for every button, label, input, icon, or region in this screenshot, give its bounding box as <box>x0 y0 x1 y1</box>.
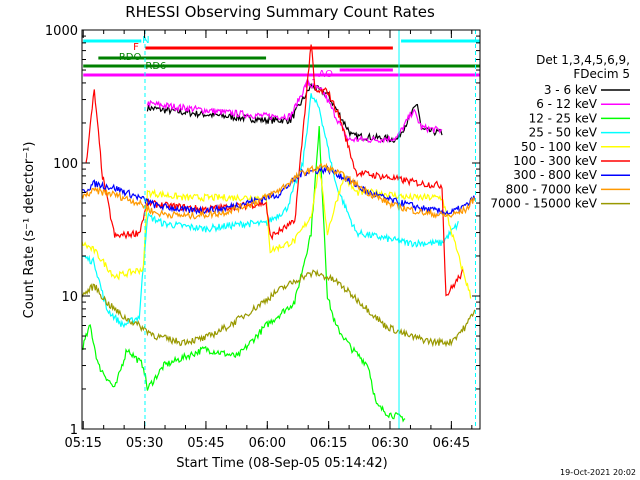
x-tick-label-2: 05:45 <box>187 436 224 451</box>
band-label-f: F <box>133 42 139 53</box>
chart-title: RHESSI Observing Summary Count Rates <box>125 3 435 21</box>
legend-label-2: 12 - 25 keV <box>529 111 598 125</box>
x-tick-label-6: 06:45 <box>433 436 470 451</box>
legend-label-4: 50 - 100 keV <box>521 140 598 154</box>
y-tick-label-1: 10 <box>61 290 78 305</box>
legend-label-7: 800 - 7000 keV <box>506 182 598 196</box>
legend-label-0: 3 - 6 keV <box>544 83 598 97</box>
series-6-12-kev <box>146 79 443 144</box>
legend-label-3: 25 - 50 keV <box>529 126 598 140</box>
x-tick-label-4: 06:15 <box>310 436 347 451</box>
series-300-800-kev <box>81 165 476 217</box>
series-12-25-kev <box>81 126 406 423</box>
x-axis-label: Start Time (08-Sep-05 05:14:42) <box>176 456 387 471</box>
band-label-n: N <box>142 35 149 46</box>
band-label-rd6: RD6 <box>145 61 166 72</box>
series-layer <box>81 44 476 423</box>
plot-frame <box>81 29 481 430</box>
y-axis-label: Count Rate (s⁻¹ detector⁻¹) <box>22 142 37 319</box>
y-tick-label-3: 1000 <box>45 24 78 39</box>
axes: 05:15 05:30 05:45 06:00 06:15 06:30 06:45 1 10 10… <box>45 24 480 451</box>
band-label-a1: A1 <box>304 78 317 89</box>
legend-label-8: 7000 - 15000 keV <box>490 197 597 211</box>
series-800-7000-kev <box>81 162 476 220</box>
band-label-rdo: RDO <box>119 52 142 63</box>
series-7000-15000-kev <box>81 268 476 348</box>
y-tick-label-2: 100 <box>53 157 78 172</box>
vertical-markers <box>144 30 477 429</box>
x-tick-label-0: 05:15 <box>64 436 101 451</box>
y-tick-label-0: 1 <box>70 423 78 438</box>
x-tick-label-5: 06:30 <box>371 436 408 451</box>
series-3-6-kev <box>146 82 443 144</box>
legend-label-5: 100 - 300 keV <box>513 154 597 168</box>
band-label-ao: AO <box>318 69 333 80</box>
series-100-300-kev <box>85 44 463 297</box>
legend-title-line-1: Det 1,3,4,5,6,9, <box>536 53 630 67</box>
legend-label-1: 6 - 12 keV <box>536 97 598 111</box>
x-tick-label-3: 06:00 <box>249 436 286 451</box>
legend-label-6: 300 - 800 keV <box>513 168 597 182</box>
x-tick-label-1: 05:30 <box>126 436 163 451</box>
legend-title-line-2: FDecim 5 <box>573 67 630 81</box>
date-stamp: 19-Oct-2021 20:02 <box>560 468 636 477</box>
